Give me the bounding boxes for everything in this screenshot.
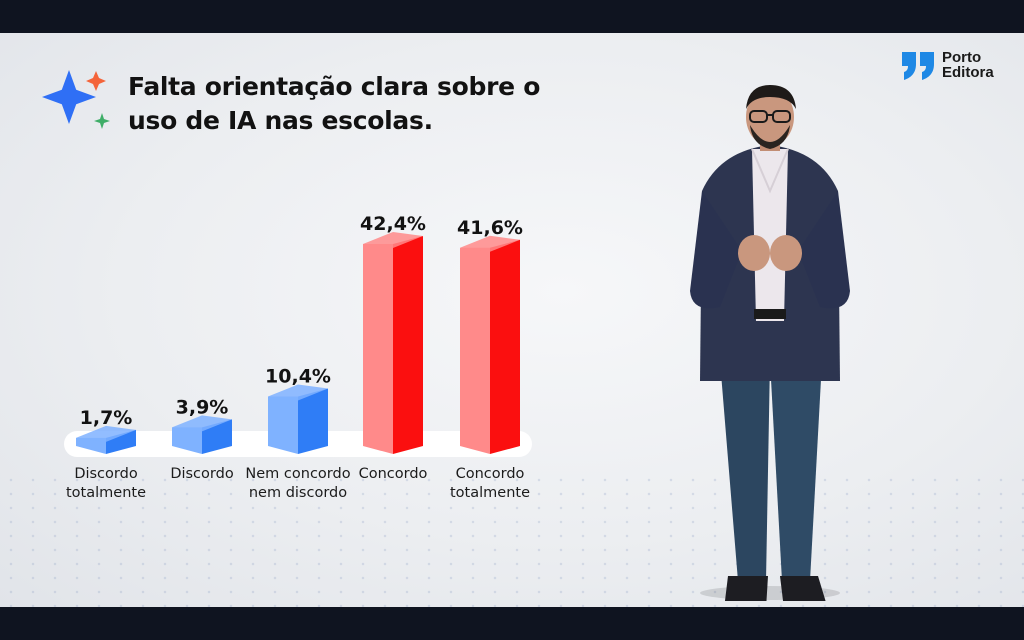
- bar-side-face: [490, 239, 520, 454]
- bar-3: [268, 384, 328, 454]
- letterbox-bottom: [0, 607, 1024, 640]
- bar-side-face: [298, 388, 328, 454]
- category-label: Concordo: [456, 466, 525, 482]
- bar-1: [76, 425, 136, 454]
- bar-front-face: [76, 437, 106, 454]
- brand-line1: Porto: [942, 49, 982, 66]
- bar-side-face: [393, 236, 423, 454]
- presenter-figure: [690, 85, 850, 601]
- category-label: Nem concordo: [245, 466, 350, 482]
- bar-2: [172, 415, 232, 454]
- bar-front-face: [460, 247, 490, 454]
- bar-front-face: [363, 244, 393, 454]
- porto-editora-icon: [902, 52, 934, 80]
- bars-group: 1,7% Discordo totalmente 3,9% Discordo 10,4% N…: [66, 213, 530, 501]
- bar-top-face: [363, 232, 423, 248]
- category-label: nem discordo: [249, 485, 347, 501]
- letterbox-top: [0, 0, 1024, 33]
- bar-value-label: 42,4%: [360, 213, 426, 235]
- category-label: totalmente: [66, 485, 146, 501]
- brand-name: Porto Editora: [942, 50, 994, 80]
- bar-value-label: 10,4%: [265, 365, 331, 387]
- slide-title: Falta orientação clara sobre o uso de IA…: [128, 72, 541, 135]
- bar-chart: 1,7% Discordo totalmente 3,9% Discordo 10,4% N…: [64, 213, 532, 501]
- bar-top-face: [460, 235, 520, 252]
- category-label: Concordo: [359, 466, 428, 482]
- bar-5: [460, 235, 520, 454]
- category-label: Discordo: [74, 466, 138, 482]
- category-label: totalmente: [450, 485, 530, 501]
- bar-value-label: 1,7%: [80, 407, 133, 429]
- bar-value-label: 3,9%: [176, 396, 229, 418]
- sparkle-logo-icon: [42, 70, 110, 129]
- floor-pattern: [0, 473, 1024, 607]
- brand-line2: Editora: [942, 64, 994, 81]
- bar-front-face: [268, 396, 298, 454]
- bar-top-face: [268, 384, 328, 401]
- brand-logo: Porto Editora: [900, 50, 1010, 86]
- bar-value-label: 41,6%: [457, 217, 523, 239]
- category-label: Discordo: [170, 466, 234, 482]
- slide-stage: Falta orientação clara sobre o uso de IA…: [0, 33, 1024, 607]
- bar-front-face: [172, 427, 202, 454]
- bar-top-face: [172, 415, 232, 432]
- bar-4: [363, 232, 423, 454]
- bar-top-face: [76, 425, 136, 442]
